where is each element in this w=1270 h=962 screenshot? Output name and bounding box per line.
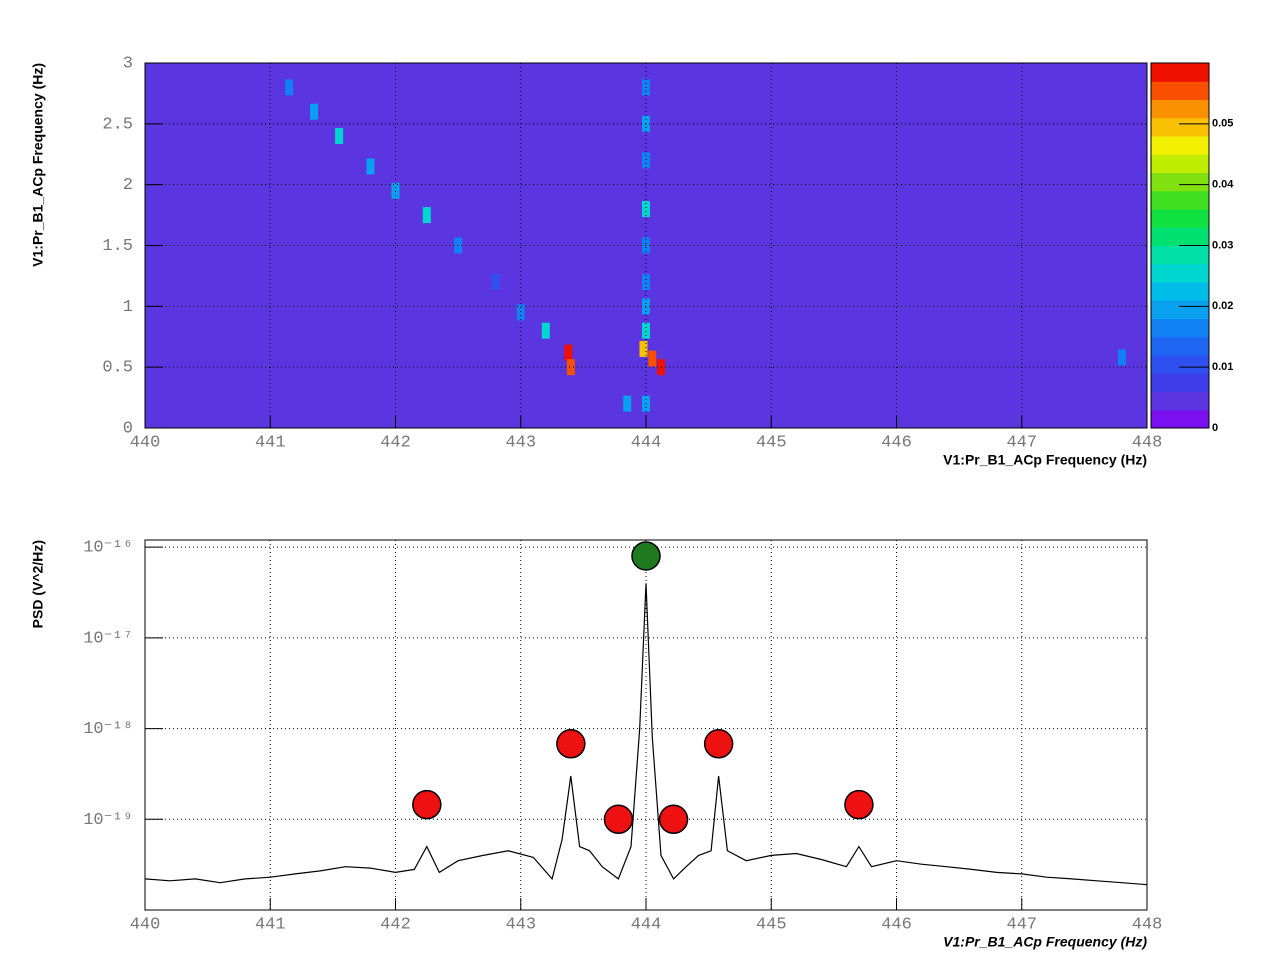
colorbar-band <box>1151 373 1209 392</box>
heatmap-cell <box>454 238 462 254</box>
heatmap-cell <box>310 104 318 120</box>
colorbar-band <box>1151 355 1209 374</box>
marker <box>660 805 688 833</box>
x-tick-label: 444 <box>631 915 662 934</box>
x-tick-label: 446 <box>881 433 912 452</box>
marker <box>632 542 660 570</box>
x-tick-label: 447 <box>1006 433 1037 452</box>
y-tick-label: 10⁻¹⁸ <box>83 720 133 739</box>
x-tick-label: 442 <box>380 433 411 452</box>
colorbar-band <box>1151 191 1209 210</box>
marker <box>845 791 873 819</box>
colorbar-band <box>1151 246 1209 265</box>
x-tick-label: 444 <box>631 433 662 452</box>
x-tick-label: 441 <box>255 915 286 934</box>
heatmap-cell <box>285 79 293 95</box>
colorbar-band <box>1151 227 1209 246</box>
x-axis-label: V1:Pr_B1_ACp Frequency (Hz) <box>943 452 1147 468</box>
y-axis-label: PSD (V^2/Hz) <box>30 540 46 628</box>
heatmap-cell <box>642 323 650 339</box>
colorbar-band <box>1151 337 1209 356</box>
colorbar-band <box>1151 63 1209 82</box>
colorbar-band <box>1151 319 1209 338</box>
x-tick-label: 443 <box>505 915 536 934</box>
heatmap-cell <box>1118 349 1126 365</box>
heatmap-cell <box>542 323 550 339</box>
x-tick-label: 445 <box>756 915 787 934</box>
y-tick-label: 0 <box>123 419 133 438</box>
x-tick-label: 446 <box>881 915 912 934</box>
heatmap-cell <box>564 345 572 361</box>
y-tick-label: 1 <box>123 298 133 317</box>
marker <box>557 730 585 758</box>
heatmap-cell <box>642 152 650 168</box>
colorbar-band <box>1151 100 1209 119</box>
marker <box>413 791 441 819</box>
x-tick-label: 447 <box>1006 915 1037 934</box>
marker <box>705 730 733 758</box>
x-tick-label: 443 <box>505 433 536 452</box>
colorbar-band <box>1151 118 1209 137</box>
x-tick-label: 448 <box>1132 433 1163 452</box>
colorbar-tick-label: 0.02 <box>1212 300 1233 312</box>
x-tick-label: 441 <box>255 433 286 452</box>
colorbar-tick-label: 0.01 <box>1212 361 1233 373</box>
heatmap-cell <box>335 128 343 144</box>
colorbar-tick-label: 0.03 <box>1212 239 1233 251</box>
heatmap-cell <box>366 158 374 174</box>
x-tick-label: 440 <box>130 433 161 452</box>
y-tick-label: 10⁻¹⁹ <box>83 811 133 830</box>
colorbar-band <box>1151 410 1209 429</box>
heatmap-cell <box>648 351 656 367</box>
colorbar-band <box>1151 173 1209 192</box>
heatmap-cell <box>492 274 500 290</box>
chart: 440 441 442 443 444 445 446 447 448 0 0.5 1 1.5 2 2.5 3… <box>0 0 1270 957</box>
y-tick-label: 2.5 <box>102 115 133 134</box>
colorbar-band <box>1151 264 1209 283</box>
x-tick-label: 442 <box>380 915 411 934</box>
colorbar-tick-label: 0 <box>1212 422 1218 434</box>
y-tick-label: 2 <box>123 176 133 195</box>
colorbar-band <box>1151 392 1209 411</box>
heatmap-cell <box>392 183 400 199</box>
colorbar-tick-label: 0.04 <box>1212 179 1234 191</box>
colorbar-band <box>1151 81 1209 100</box>
colorbar-band <box>1151 136 1209 155</box>
x-axis-label: V1:Pr_B1_ACp Frequency (Hz) <box>943 934 1147 950</box>
y-tick-label: 3 <box>123 54 133 73</box>
heatmap-cell <box>623 396 631 412</box>
colorbar-band <box>1151 209 1209 228</box>
y-tick-label: 10⁻¹⁶ <box>83 539 133 558</box>
colorbar-band <box>1151 154 1209 173</box>
y-tick-label: 0.5 <box>102 359 133 378</box>
x-tick-label: 448 <box>1132 915 1163 934</box>
y-tick-label: 10⁻¹⁷ <box>83 629 133 648</box>
y-tick-label: 1.5 <box>102 237 133 256</box>
colorbar-tick-label: 0.05 <box>1212 118 1233 130</box>
x-tick-label: 445 <box>756 433 787 452</box>
heatmap-cell <box>423 207 431 223</box>
marker <box>604 805 632 833</box>
y-axis-label: V1:Pr_B1_ACp Frequency (Hz) <box>30 63 46 267</box>
x-tick-label: 440 <box>130 915 161 934</box>
colorbar-band <box>1151 300 1209 319</box>
colorbar-band <box>1151 282 1209 301</box>
